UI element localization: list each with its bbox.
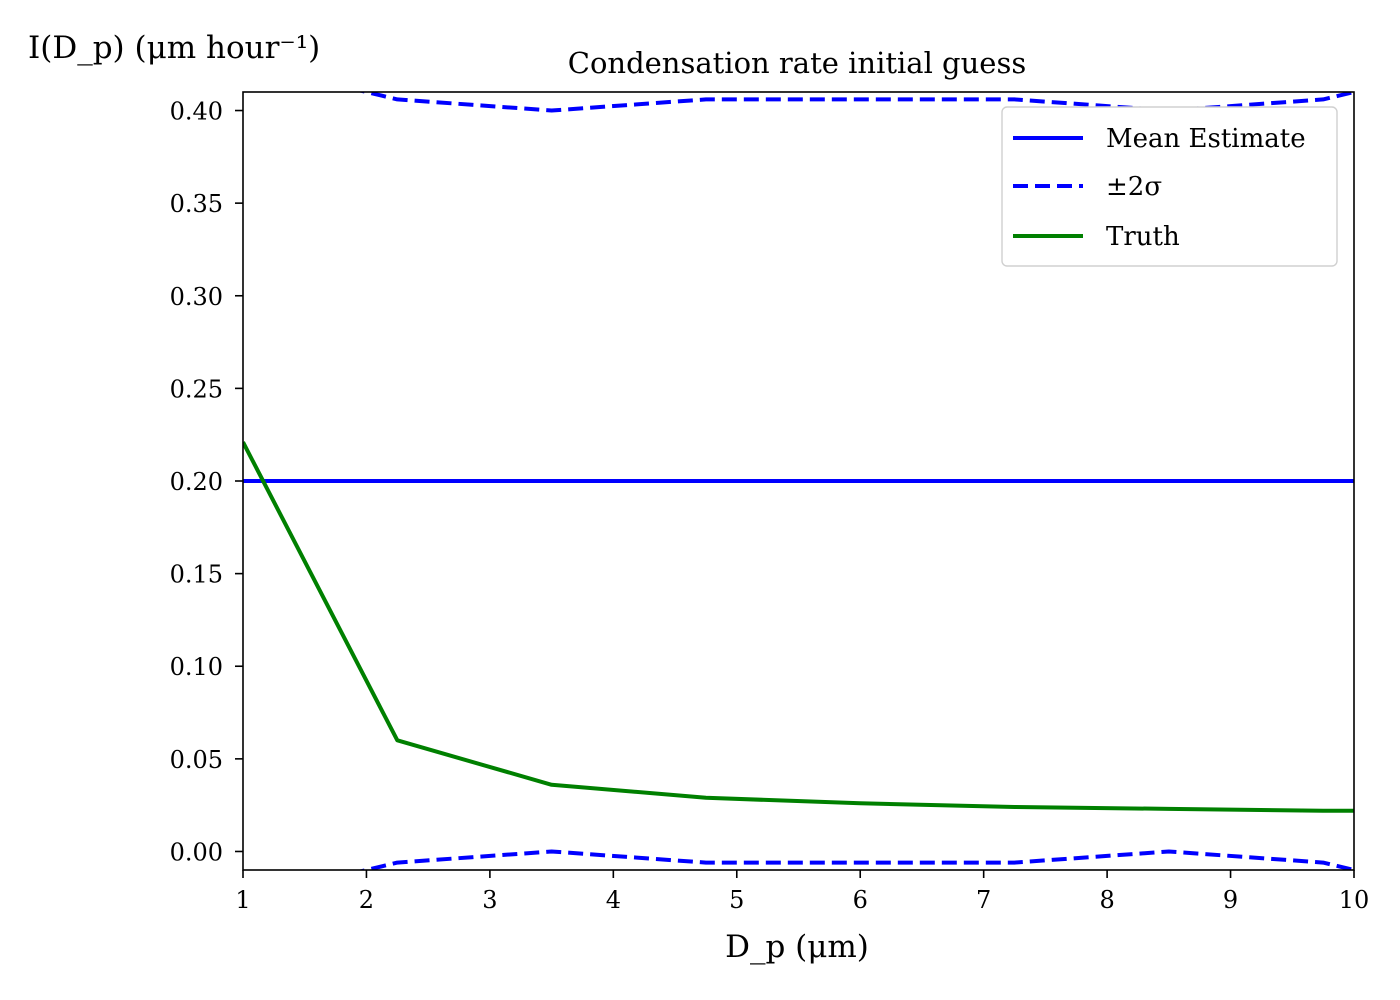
y-tick-label: 0.05 xyxy=(170,746,223,774)
chart-title: Condensation rate initial guess xyxy=(568,46,1026,80)
x-axis-label: D_p (μm) xyxy=(725,929,869,965)
x-tick-label: 4 xyxy=(606,886,621,914)
y-tick-label: 0.10 xyxy=(170,653,223,681)
x-tick-label: 9 xyxy=(1223,886,1238,914)
legend-box xyxy=(1001,106,1338,267)
legend: Mean Estimate ±2σ Truth xyxy=(1001,106,1338,267)
x-tick-label: 10 xyxy=(1339,886,1370,914)
y-tick-label: 0.00 xyxy=(170,838,223,866)
y-tick-label: 0.15 xyxy=(170,561,223,589)
x-tick-label: 6 xyxy=(853,886,868,914)
y-tick-label: 0.30 xyxy=(170,283,223,311)
x-tick-label: 1 xyxy=(235,886,250,914)
x-axis: 1 2 3 4 5 6 7 8 9 10 xyxy=(235,870,1369,914)
x-tick-label: 2 xyxy=(359,886,374,914)
y-tick-label: 0.25 xyxy=(170,375,223,403)
legend-mean-estimate-label: Mean Estimate xyxy=(1106,124,1306,154)
series-layer xyxy=(243,92,1354,870)
x-tick-label: 3 xyxy=(482,886,497,914)
y-axis: 0.00 0.05 0.10 0.15 0.20 0.25 0.30 0.35 0.40 xyxy=(170,98,243,866)
y-tick-label: 0.35 xyxy=(170,190,223,218)
y-tick-label: 0.20 xyxy=(170,468,223,496)
y-tick-label: 0.40 xyxy=(170,98,223,126)
y-axis-label: I(D_p) (μm hour⁻¹) xyxy=(28,30,320,66)
x-tick-label: 5 xyxy=(729,886,744,914)
legend-two-sigma-label: ±2σ xyxy=(1106,172,1162,202)
truth-line xyxy=(243,441,1354,813)
lower-two-sigma-line xyxy=(357,849,1354,870)
upper-two-sigma-line xyxy=(357,92,1354,113)
x-tick-label: 7 xyxy=(976,886,991,914)
x-tick-label: 8 xyxy=(1099,886,1114,914)
legend-truth-label: Truth xyxy=(1106,222,1180,252)
